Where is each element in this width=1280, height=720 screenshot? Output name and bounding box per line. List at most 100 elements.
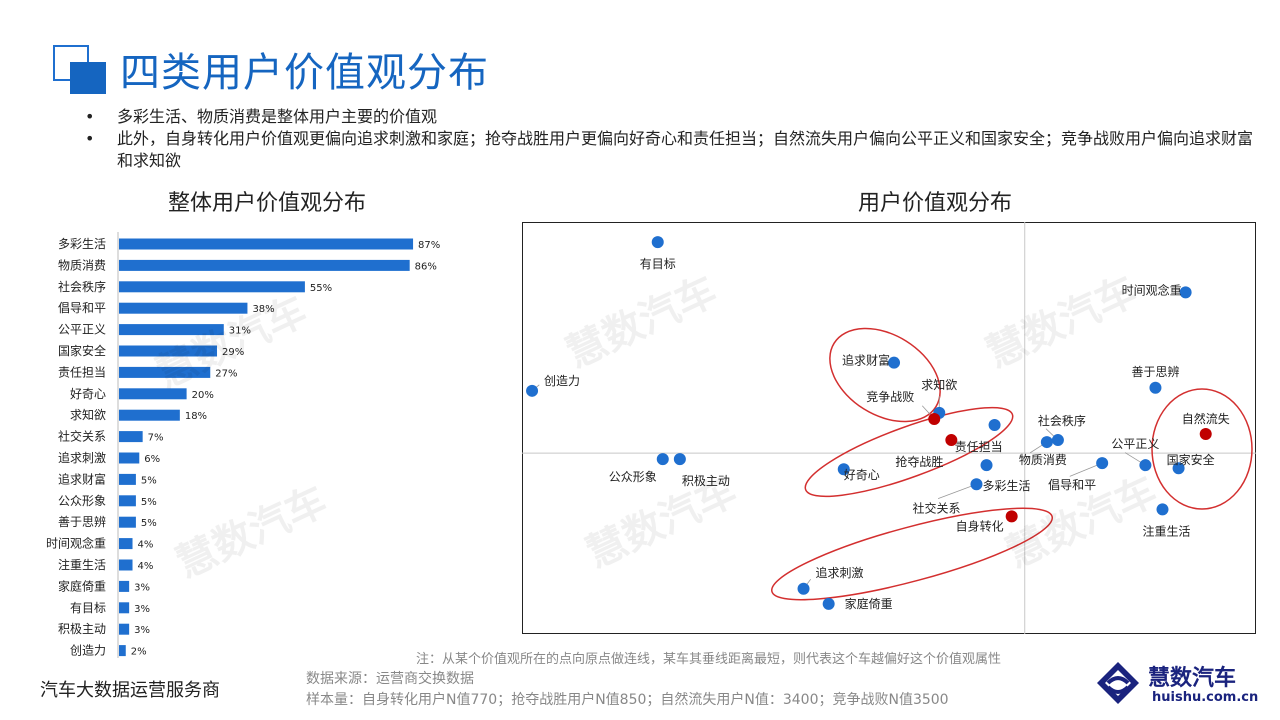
value-point [656,453,669,466]
bar [119,345,218,357]
bar-chart: 多彩生活 87% 物质消费 86% 社会秩序 55% 倡导和平 38% 公平正义 31% 国家安全 2… [46,232,440,658]
bar-value-label: 3% [134,582,150,593]
point-label: 注重生活 [1142,523,1190,538]
value-point [1040,436,1053,449]
point-label: 有目标 [640,257,676,271]
bar-value-label: 87% [418,240,440,251]
bar-value-label: 6% [144,454,160,465]
point-label: 责任担当 [955,440,1003,454]
bar-category-label: 创造力 [70,644,106,658]
user-group-point [945,434,958,447]
bar [119,259,410,271]
bar-category-label: 追求财富 [58,471,106,486]
point-label: 物质消费 [1019,453,1067,467]
bar-value-label: 7% [148,433,164,444]
point-label: 自身转化 [956,518,1004,533]
value-point [673,453,686,466]
value-point [988,418,1001,431]
bar-value-label: 27% [215,368,237,379]
bar-category-label: 公众形象 [58,494,106,508]
value-point [797,582,810,595]
bar [119,238,414,250]
value-point [888,356,901,369]
value-point [1051,434,1064,447]
bar-value-label: 5% [141,518,157,529]
bar [119,516,136,528]
bar [119,538,133,550]
bar [119,645,126,657]
bar-value-label: 5% [141,475,157,486]
bullet-text: 多彩生活、物质消费是整体用户主要的价值观 [117,107,438,126]
logo-url: huishu.com.cn [1152,690,1259,705]
value-point [526,384,539,397]
bar [119,366,211,378]
page-title: 四类用户价值观分布 [120,50,489,96]
bar-category-label: 追求刺激 [58,450,106,465]
point-label: 追求财富 [842,353,890,368]
point-label: 追求刺激 [816,565,864,580]
bar-value-label: 3% [134,625,150,636]
bar-value-label: 18% [185,411,207,422]
point-label: 多彩生活 [983,479,1031,493]
point-label: 社会秩序 [1038,413,1086,428]
point-label: 国家安全 [1167,452,1215,467]
bar [119,388,187,400]
bar [119,623,130,635]
cluster-ellipse [804,406,1014,498]
title-decoration-fill [70,62,106,94]
user-group-point [1199,428,1212,441]
user-group-point [928,412,941,425]
bar-value-label: 4% [138,540,154,551]
bar-category-label: 求知欲 [70,408,106,422]
bullet-glyph: • [85,107,95,126]
scatter-chart-title: 用户价值观分布 [858,191,1013,216]
point-label: 自然流失 [1182,411,1230,426]
bar-value-label: 2% [131,647,147,658]
chart-note: 注：从某个价值观所在的点向原点做连线，某车其垂线距离最短，则代表这个车越偏好这个… [416,652,1002,667]
bar [119,452,140,464]
bar [119,473,136,485]
bar-category-label: 国家安全 [58,343,106,358]
cluster-ellipse [829,327,941,423]
point-label: 家庭倚重 [845,596,893,611]
bar-category-label: 注重生活 [58,557,106,572]
bar-category-label: 公平正义 [58,323,106,337]
data-source: 数据来源：运营商交换数据 [306,671,474,687]
bar [119,302,248,314]
bullet-glyph: • [85,129,95,148]
sample-size: 样本量：自身转化用户N值770；抢夺战胜用户N值850；自然流失用户N值：340… [306,692,949,708]
point-label: 求知欲 [921,378,957,392]
value-point [1149,381,1162,394]
point-label: 抢夺战胜 [895,454,943,469]
bar-category-label: 善于思辨 [58,514,106,529]
value-point [1172,462,1185,475]
point-label: 社交关系 [912,500,960,515]
bar-category-label: 多彩生活 [58,237,106,251]
bar-category-label: 有目标 [70,601,106,615]
bar [119,559,133,571]
value-point [651,236,664,249]
bar-category-label: 责任担当 [58,365,106,379]
value-point [1179,286,1192,299]
point-label: 好奇心 [844,468,880,482]
bar-value-label: 86% [415,261,437,272]
value-point [1096,457,1109,470]
value-point [837,463,850,476]
bar-chart-title: 整体用户价值观分布 [168,191,367,216]
point-label: 创造力 [544,374,580,388]
bar-category-label: 社会秩序 [58,279,106,294]
bar-category-label: 家庭倚重 [58,578,106,593]
value-point [1156,503,1169,516]
bar-category-label: 社交关系 [58,429,106,444]
bar-value-label: 20% [192,390,214,401]
bar-value-label: 5% [141,497,157,508]
bar-value-label: 38% [252,304,274,315]
bar [119,602,130,614]
bar-value-label: 29% [222,347,244,358]
huishu-logo-icon [1097,662,1139,704]
bar-value-label: 31% [229,326,251,337]
value-point [1139,459,1152,472]
scatter-frame [522,222,1256,634]
bar-category-label: 好奇心 [70,387,106,401]
